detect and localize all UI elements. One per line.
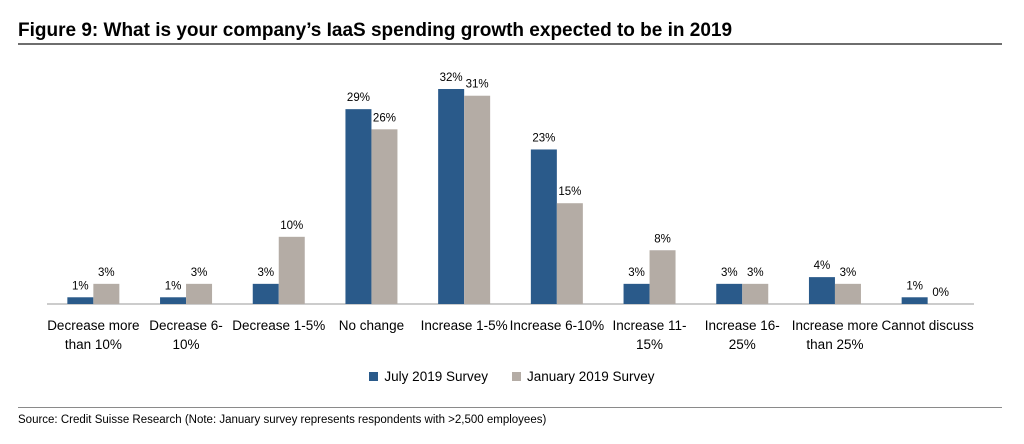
- x-tick-label: Increase 16-25%: [705, 318, 780, 352]
- bar-july: [530, 149, 557, 304]
- data-label: 1%: [72, 280, 89, 292]
- bar-january: [186, 283, 213, 304]
- chart-legend: July 2019 Survey January 2019 Survey: [0, 369, 1024, 384]
- data-label: 3%: [628, 267, 645, 279]
- x-tick-label: Increase 11-15%: [613, 318, 687, 352]
- legend-label-july: July 2019 Survey: [384, 369, 488, 384]
- title-rule: [18, 43, 1002, 45]
- legend-swatch-january: [511, 372, 521, 381]
- data-label: 3%: [257, 267, 274, 279]
- bar-january: [649, 250, 676, 304]
- x-tick-label: Decrease 6-10%: [149, 318, 223, 352]
- data-label: 29%: [347, 92, 370, 104]
- x-tick-label: Cannot discuss: [881, 318, 974, 333]
- bar-july: [252, 283, 279, 304]
- legend-swatch-july: [369, 372, 379, 381]
- data-label: 3%: [840, 267, 857, 279]
- data-label: 10%: [280, 220, 303, 232]
- bar-july: [716, 283, 743, 304]
- bar-january: [371, 129, 398, 304]
- data-label: 23%: [532, 132, 555, 144]
- data-label: 1%: [906, 280, 923, 292]
- data-label: 1%: [165, 280, 182, 292]
- bar-january: [742, 283, 769, 304]
- bar-july: [160, 297, 187, 304]
- data-label: 31%: [466, 79, 489, 91]
- bar-july: [438, 89, 465, 304]
- data-label: 8%: [654, 233, 671, 245]
- bar-july: [901, 297, 928, 304]
- bar-july: [623, 283, 650, 304]
- x-tick-label: Increase 1-5%: [421, 318, 508, 333]
- data-label: 26%: [373, 112, 396, 124]
- data-label: 4%: [814, 260, 831, 272]
- bar-july: [345, 109, 372, 304]
- x-tick-label: Decrease 1-5%: [232, 318, 325, 333]
- data-label: 32%: [440, 72, 463, 84]
- legend-item-july: July 2019 Survey: [369, 369, 488, 384]
- bar-january: [93, 283, 120, 304]
- footer-rule: [18, 407, 1002, 408]
- data-label: 3%: [191, 267, 208, 279]
- chart-title: Figure 9: What is your company’s IaaS sp…: [18, 20, 733, 41]
- bar-january: [556, 203, 583, 304]
- bar-january: [834, 283, 861, 304]
- x-tick-label: Increase 6-10%: [510, 318, 605, 333]
- data-label: 3%: [98, 267, 115, 279]
- legend-item-january: January 2019 Survey: [511, 369, 655, 384]
- source-note: Source: Credit Suisse Research (Note: Ja…: [18, 414, 547, 426]
- x-tick-label: No change: [339, 318, 404, 333]
- data-label: 3%: [721, 267, 738, 279]
- x-tick-label: Increase more than 25%: [792, 318, 878, 352]
- legend-label-january: January 2019 Survey: [526, 369, 655, 384]
- bar-chart: 1% 3% Decrease more than 10% 1% 3% Decrease 6-…: [47, 72, 974, 352]
- bar-july: [808, 277, 835, 304]
- bar-january: [278, 236, 305, 304]
- bar-july: [67, 297, 94, 304]
- data-label: 3%: [747, 267, 764, 279]
- data-label: 15%: [558, 186, 581, 198]
- data-label: 0%: [932, 287, 949, 299]
- bar-january: [464, 95, 491, 304]
- x-tick-label: Decrease more than 10%: [47, 318, 139, 352]
